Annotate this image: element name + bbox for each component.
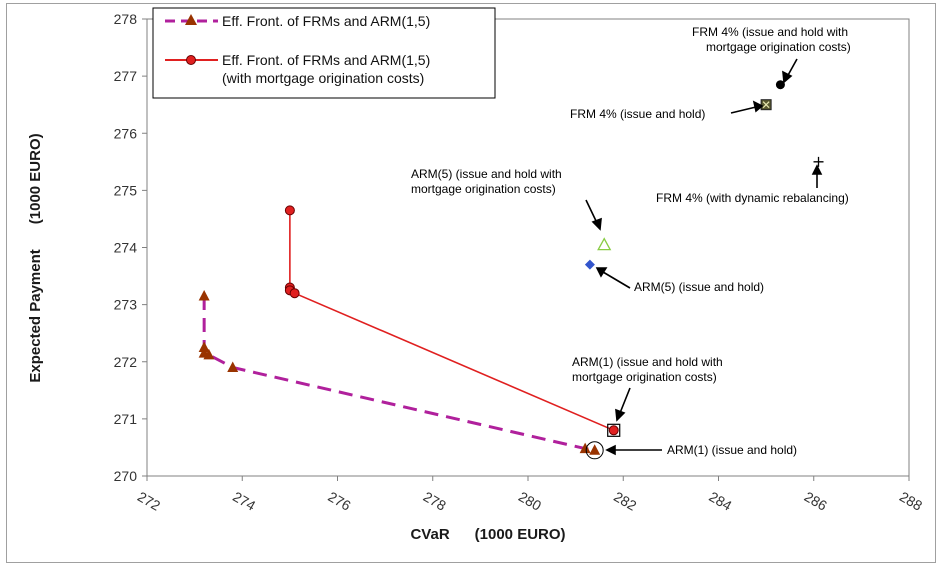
annotation-frm-hold: FRM 4% (issue and hold) (570, 107, 705, 121)
point-frm-hold-cross (762, 101, 770, 109)
point-frm-orig (775, 80, 785, 90)
series-group (198, 205, 619, 455)
series-0-marker (227, 361, 239, 372)
x-tick-label: 282 (611, 488, 639, 514)
y-tick-label: 274 (114, 240, 138, 256)
arrowhead-arm1-hold (605, 444, 616, 456)
y-tick-label: 277 (114, 68, 138, 84)
y-tick-label: 275 (114, 182, 138, 198)
x-tick-label: 288 (897, 488, 925, 514)
y-axis-title: Expected Payment (1000 EURO) (27, 133, 44, 382)
series-0-marker (589, 444, 601, 455)
point-arm1-orig (607, 423, 621, 437)
point-arm5-orig (597, 237, 612, 251)
legend-marker-frontier-costs (186, 55, 196, 65)
arrow-arm5-orig (585, 199, 598, 224)
arrow-frm-hold (730, 106, 757, 114)
annotation-arm5-orig-line1: ARM(5) (issue and hold with (411, 167, 562, 181)
arrow-arm1-orig (619, 387, 631, 414)
y-tick-label: 272 (114, 354, 138, 370)
legend-label-frontier-costs-line1: Eff. Front. of FRMs and ARM(1,5) (222, 52, 430, 68)
legend-box (152, 7, 496, 99)
standalone-points (584, 80, 824, 460)
arrowhead-frm-hold (752, 100, 764, 113)
annotation-arm1-orig-line1: ARM(1) (issue and hold with (572, 355, 723, 369)
annotation-frm-dyn: FRM 4% (with dynamic rebalancing) (656, 191, 849, 205)
arrowhead-arm5-hold (595, 267, 608, 278)
point-arm1-hold (585, 441, 604, 460)
series-0-marker (198, 341, 210, 352)
series-0-marker (198, 290, 210, 301)
annotation-arm1-orig-line2: mortgage origination costs) (572, 370, 717, 384)
x-tick-label: 280 (516, 488, 544, 514)
arrowhead-frm-dyn (811, 164, 823, 175)
y-tick-label: 270 (114, 468, 138, 484)
y-tick-label: 271 (114, 411, 138, 427)
x-tick-label: 286 (802, 488, 830, 514)
legend-label-frontier-costs-line2: (with mortgage origination costs) (222, 70, 424, 86)
legend-label-frontier: Eff. Front. of FRMs and ARM(1,5) (222, 13, 430, 29)
x-tick-label: 278 (421, 488, 449, 514)
annotation-frm-orig-line2: mortgage origination costs) (706, 40, 851, 54)
x-tick-label: 276 (325, 488, 353, 514)
y-tick-label: 273 (114, 297, 138, 313)
arrow-arm5-hold (602, 271, 631, 289)
arrowhead-arm1-orig (615, 408, 626, 422)
point-frm-dyn (813, 156, 824, 167)
x-tick-label: 284 (706, 488, 734, 514)
x-tick-label: 274 (230, 488, 258, 514)
series-0-marker (579, 442, 591, 454)
x-axis-title: CVaR (1000 EURO) (410, 526, 565, 543)
x-tick-label: 272 (135, 488, 163, 514)
arrowhead-frm-orig (782, 70, 793, 84)
annotation-arm5-hold: ARM(5) (issue and hold) (634, 280, 764, 294)
series-0-marker (203, 348, 215, 360)
annotation-arm5-orig-line2: mortgage origination costs) (411, 182, 556, 196)
y-tick-label: 276 (114, 125, 138, 141)
y-tick-label: 278 (114, 11, 138, 27)
legend: Eff. Front. of FRMs and ARM(1,5) Eff. Fr… (152, 7, 496, 99)
arrowhead-arm5-orig (591, 217, 602, 231)
annotation-arm1-hold: ARM(1) (issue and hold) (667, 443, 797, 457)
annotation-frm-orig-line1: FRM 4% (issue and hold with (692, 25, 848, 39)
point-arm5-hold (584, 259, 595, 270)
series-1-marker (289, 288, 300, 299)
series-1-marker (284, 205, 295, 216)
series-1-marker (608, 425, 619, 436)
legend-marker-frontier (185, 14, 197, 25)
annotation-group: FRM 4% (issue and hold with mortgage ori… (411, 25, 851, 457)
